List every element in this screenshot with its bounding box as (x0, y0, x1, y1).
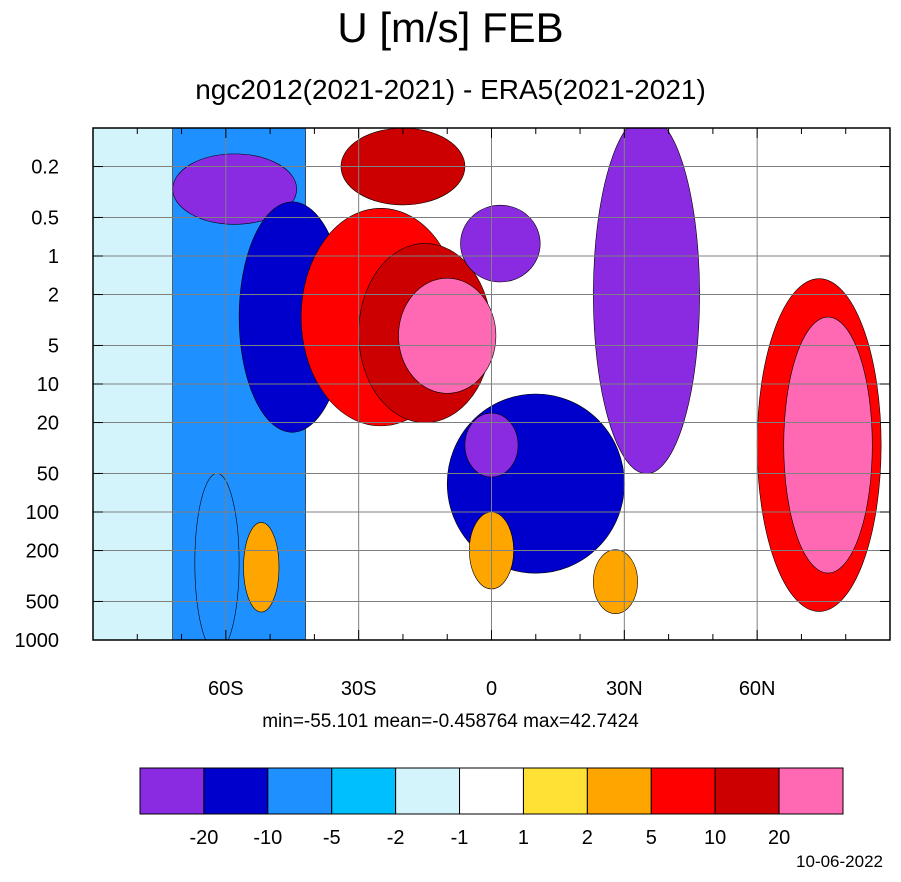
x-tick-label: 30N (606, 678, 643, 700)
x-tick-label: 30S (341, 678, 377, 700)
colorbar-label: 20 (768, 827, 790, 849)
y-tick-label: 1000 (15, 630, 60, 652)
colorbar-swatch (586, 767, 652, 815)
contour-region (172, 153, 297, 225)
stats-line: min=-55.101 mean=-0.458764 max=42.7424 (262, 711, 639, 732)
y-tick-label: 200 (26, 541, 59, 563)
colorbar-label: -10 (253, 827, 282, 849)
colorbar-label: -1 (451, 827, 469, 849)
colorbar-swatch (650, 767, 716, 815)
y-tick-label: 5 (48, 335, 59, 357)
colorbar-swatch (139, 767, 205, 815)
colorbar-swatch (267, 767, 333, 815)
contour-region (460, 204, 541, 283)
y-tick-label: 0.2 (31, 157, 59, 179)
y-tick-label: 500 (26, 591, 59, 613)
contour-region (593, 549, 638, 614)
colorbar-swatch (522, 767, 588, 815)
colorbar: -20 -10 -5 -2 -1 1 2 5 10 20 (139, 767, 844, 849)
colorbar-label: -20 (189, 827, 218, 849)
y-tick-label: 100 (26, 502, 59, 524)
y-tick-label: 10 (37, 374, 59, 396)
colorbar-swatch (395, 767, 461, 815)
colorbar-label: 10 (704, 827, 726, 849)
colorbar-label: 2 (582, 827, 593, 849)
colorbar-label: 1 (518, 827, 529, 849)
y-tick-label: 2 (48, 285, 59, 307)
colorbar-swatch (778, 767, 844, 815)
colorbar-label: -2 (387, 827, 405, 849)
y-tick-label: 50 (37, 463, 59, 485)
y-tick-label: 20 (37, 413, 59, 435)
colorbar-swatch (203, 767, 269, 815)
colorbar-label: -5 (323, 827, 341, 849)
contour-region (243, 522, 280, 613)
y-tick-label: 0.5 (31, 207, 59, 229)
y-tick-label: 1 (48, 246, 59, 268)
colorbar-swatch (714, 767, 780, 815)
colorbar-swatch (459, 767, 524, 815)
chart-title: U [m/s] FEB (337, 4, 564, 51)
x-tick-label: 60N (739, 678, 776, 700)
x-axis: 60S 30S 0 30N 60N (92, 128, 891, 700)
date-stamp: 10-06-2022 (796, 852, 883, 871)
y-axis: 0.2 0.5 1 2 5 10 20 50 100 200 500 1000 (15, 157, 890, 652)
x-tick-label: 60S (208, 678, 244, 700)
colorbar-label: 5 (646, 827, 657, 849)
contour-region (398, 277, 497, 394)
grid-lines (93, 128, 890, 641)
colorbar-swatch (331, 767, 397, 815)
contour-region (194, 473, 240, 640)
x-tick-label: 0 (486, 678, 497, 700)
chart-subtitle: ngc2012(2021-2021) - ERA5(2021-2021) (195, 74, 706, 105)
contour-region (783, 316, 873, 574)
